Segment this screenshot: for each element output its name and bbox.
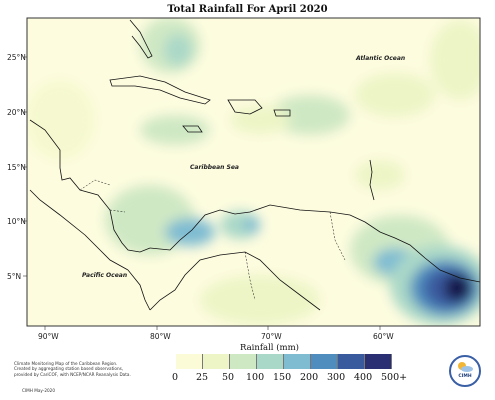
- legend-swatch-2: [230, 354, 257, 369]
- legend-swatch-5: [311, 354, 338, 369]
- legend-level-100: 100: [246, 372, 265, 383]
- lat-label-10n: 10°N: [7, 217, 26, 226]
- lat-label-15n: 15°N: [7, 163, 26, 172]
- legend-level-300: 300: [327, 372, 346, 383]
- credit-text: Climate Monitoring Map of the Caribbean …: [14, 361, 131, 377]
- legend-swatch-1: [203, 354, 230, 369]
- sun-cloud-icon: [458, 362, 473, 372]
- lon-label-80w: 80°W: [150, 332, 171, 341]
- map-frame: [26, 17, 481, 327]
- coastlines: [29, 19, 480, 311]
- legend-level-150: 150: [273, 372, 292, 383]
- legend-level-25: 25: [196, 372, 209, 383]
- lat-label-25n: 25°N: [7, 53, 26, 62]
- label-caribbean-sea: Caribbean Sea: [190, 164, 239, 171]
- lat-label-20n: 20°N: [7, 108, 26, 117]
- legend-title: Rainfall (mm): [240, 343, 299, 353]
- legend-level-50: 50: [222, 372, 235, 383]
- credit-footer: CIMH May-2020: [22, 388, 56, 393]
- lon-label-90w: 90°W: [38, 332, 59, 341]
- map-title: Total Rainfall For April 2020: [167, 4, 328, 15]
- legend-swatch-7: [365, 354, 392, 369]
- cimh-logo: CIMH: [449, 355, 481, 387]
- logo-label: CIMH: [458, 374, 472, 379]
- legend-level-500-plus: 500+: [381, 372, 408, 383]
- graticule-ticks: [23, 56, 381, 330]
- legend-swatch-6: [338, 354, 365, 369]
- label-pacific-ocean: Pacific Ocean: [82, 272, 128, 279]
- label-atlantic-ocean: Atlantic Ocean: [356, 55, 406, 62]
- lon-label-70w: 70°W: [261, 332, 282, 341]
- legend-swatch-3: [257, 354, 284, 369]
- legend-level-200: 200: [300, 372, 319, 383]
- lat-label-5n: 5°N: [7, 272, 22, 281]
- country-borders: [79, 179, 346, 301]
- legend-swatch-4: [284, 354, 311, 369]
- legend-swatch-0: [176, 354, 203, 369]
- legend-level-0: 0: [172, 372, 179, 383]
- lon-label-60w: 60°W: [373, 332, 394, 341]
- legend-level-400: 400: [354, 372, 373, 383]
